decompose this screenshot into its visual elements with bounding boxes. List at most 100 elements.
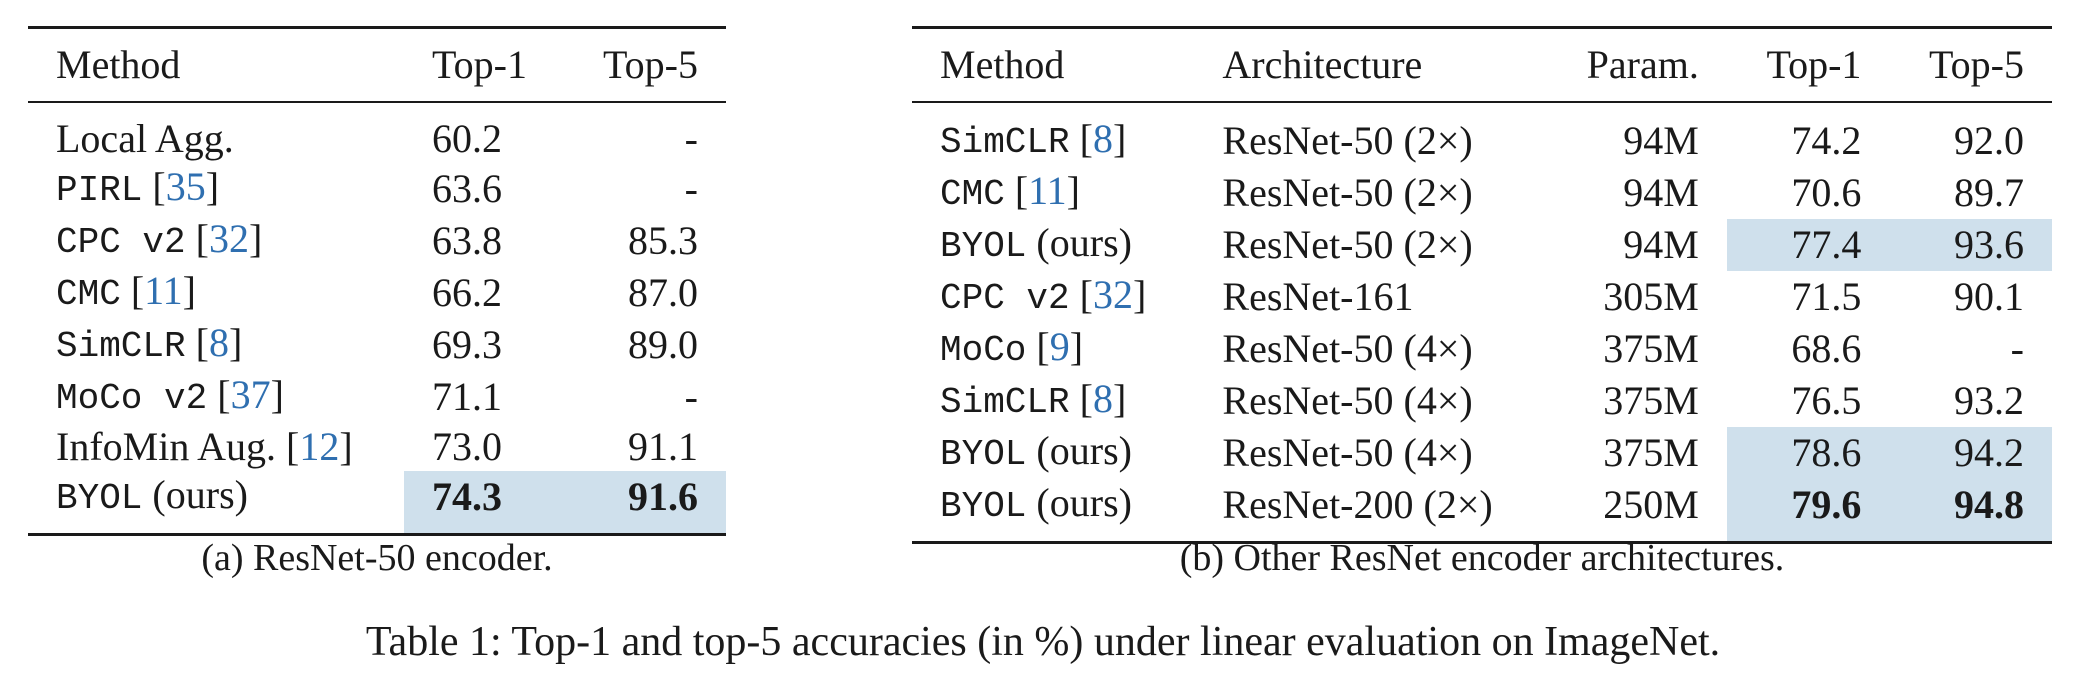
param-cell: 375M xyxy=(1603,377,1699,423)
top1-cell: 73.0 xyxy=(432,423,503,469)
architecture-cell: ResNet-50 (2×) xyxy=(1222,117,1473,163)
top1-cell: 63.6 xyxy=(432,165,503,211)
top5-cell: 89.7 xyxy=(1954,169,2024,215)
architecture-cell: ResNet-50 (4×) xyxy=(1222,429,1473,475)
architecture-cell: ResNet-50 (2×) xyxy=(1222,169,1473,215)
citation-link[interactable]: 35 xyxy=(165,163,206,209)
architecture-cell: ResNet-50 (4×) xyxy=(1222,377,1473,423)
subcaption-a: (a) ResNet-50 encoder. xyxy=(201,537,553,579)
method-cell: CMC [11] xyxy=(56,267,196,315)
top5-cell: 85.3 xyxy=(628,217,698,263)
param-cell: 94M xyxy=(1623,117,1699,163)
top1-cell: 71.1 xyxy=(432,373,503,419)
method-name: SimCLR xyxy=(940,381,1070,423)
architecture-cell: ResNet-200 (2×) xyxy=(1222,481,1493,527)
method-name: SimCLR xyxy=(940,121,1070,163)
param-cell: 375M xyxy=(1603,325,1699,371)
results-table-b: Method Architecture Param. Top-1 Top-5 S… xyxy=(912,26,2052,544)
table-b-body: SimCLR [8] ResNet-50 (2×) 94M 74.2 92.0 CMC [… xyxy=(912,102,2052,543)
header-param: Param. xyxy=(1586,41,1699,87)
top5-cell: 94.2 xyxy=(1889,426,2052,479)
header-top5: Top-5 xyxy=(1929,41,2024,87)
table-row: CMC [11] 66.2 87.0 xyxy=(28,267,726,319)
top1-cell: 69.3 xyxy=(432,321,503,367)
method-cell: SimCLR [8] xyxy=(940,115,1127,163)
method-cell: MoCo v2 [37] xyxy=(56,371,284,419)
param-cell: 305M xyxy=(1603,273,1699,319)
top1-cell: 70.6 xyxy=(1791,169,1862,215)
architecture-cell: ResNet-50 (4×) xyxy=(1222,325,1473,371)
method-cell: BYOL (ours) xyxy=(912,479,1194,543)
table-row: InfoMin Aug. [12] 73.0 91.1 xyxy=(28,423,726,471)
top1-cell: 79.6 xyxy=(1726,478,1890,542)
citation-link[interactable]: 11 xyxy=(1028,167,1067,213)
table-row: Local Agg. 60.2 - xyxy=(28,102,726,163)
citation-link[interactable]: 37 xyxy=(230,371,271,417)
method-name: CMC xyxy=(940,173,1005,215)
top1-cell: 74.2 xyxy=(1791,117,1862,163)
header-method: Method xyxy=(940,41,1065,87)
citation-link[interactable]: 8 xyxy=(1092,375,1113,421)
table-row: MoCo v2 [37] 71.1 - xyxy=(28,371,726,423)
table-other-architectures: Method Architecture Param. Top-1 Top-5 S… xyxy=(912,26,2052,544)
top1-cell: 77.4 xyxy=(1726,218,1890,271)
table-caption: Table 1: Top-1 and top-5 accuracies (in … xyxy=(365,619,1721,665)
header-top1: Top-1 xyxy=(1766,41,1862,87)
citation-link[interactable]: 32 xyxy=(1092,271,1133,317)
citation-link[interactable]: 8 xyxy=(1092,115,1113,161)
method-name: CPC v2 xyxy=(56,221,186,263)
param-cell: 250M xyxy=(1603,481,1699,527)
method-cell: InfoMin Aug. [12] xyxy=(56,423,353,469)
top5-cell: 91.1 xyxy=(628,423,698,469)
table-row: PIRL [35] 63.6 - xyxy=(28,163,726,215)
method-cell: CPC v2 [32] xyxy=(940,271,1147,319)
table-row: BYOL (ours) ResNet-50 (2×) 94M 77.4 93.6 xyxy=(912,218,2052,271)
header-row: Method Architecture Param. Top-1 Top-5 xyxy=(912,28,2052,102)
top5-cell: 93.2 xyxy=(1954,377,2024,423)
top5-cell: - xyxy=(684,373,698,419)
method-name: BYOL xyxy=(940,433,1027,475)
citation-link[interactable]: 32 xyxy=(208,215,249,261)
method-cell: BYOL (ours) xyxy=(912,427,1194,479)
method-cell: PIRL [35] xyxy=(56,163,220,211)
method-suffix: (ours) xyxy=(1036,427,1132,473)
method-cell: Local Agg. xyxy=(28,102,404,163)
method-cell: SimCLR [8] xyxy=(940,375,1127,423)
citation-link[interactable]: 11 xyxy=(144,267,183,313)
method-suffix: (ours) xyxy=(1036,479,1132,525)
method-name: BYOL xyxy=(56,477,143,519)
method-name: CMC xyxy=(56,273,121,315)
top5-cell: 91.6 xyxy=(565,470,726,534)
method-suffix: (ours) xyxy=(1036,219,1132,265)
top5-cell: 92.0 xyxy=(1954,117,2024,163)
method-cell: BYOL (ours) xyxy=(28,471,404,535)
param-cell: 375M xyxy=(1603,429,1699,475)
method-name: BYOL xyxy=(940,225,1027,267)
table-row: SimCLR [8] 69.3 89.0 xyxy=(28,319,726,371)
param-cell: 94M xyxy=(1623,169,1699,215)
method-cell: CMC [11] xyxy=(940,167,1080,215)
table-row: BYOL (ours) ResNet-200 (2×) 250M 79.6 94.8 xyxy=(912,478,2052,543)
top5-cell: 94.8 xyxy=(1889,478,2052,542)
architecture-cell: ResNet-50 (2×) xyxy=(1222,221,1473,267)
table-row: CMC [11] ResNet-50 (2×) 94M 70.6 89.7 xyxy=(912,167,2052,219)
top5-cell: - xyxy=(684,165,698,211)
table-row: BYOL (ours) ResNet-50 (4×) 375M 78.6 94.2 xyxy=(912,426,2052,479)
table-row: MoCo [9] ResNet-50 (4×) 375M 68.6 - xyxy=(912,323,2052,375)
method-cell: MoCo [9] xyxy=(940,323,1084,371)
param-cell: 94M xyxy=(1623,221,1699,267)
top5-cell: 87.0 xyxy=(628,269,698,315)
method-name: BYOL xyxy=(940,485,1027,527)
table-row: CPC v2 [32] ResNet-161 305M 71.5 90.1 xyxy=(912,271,2052,323)
subcaption-b: (b) Other ResNet encoder architectures. xyxy=(1179,537,1785,579)
top5-cell: 93.6 xyxy=(1889,218,2052,271)
method-name: PIRL xyxy=(56,169,143,211)
top1-cell: 68.6 xyxy=(1791,325,1862,371)
citation-link[interactable]: 12 xyxy=(299,423,340,469)
table-row: CPC v2 [32] 63.8 85.3 xyxy=(28,215,726,267)
method-name: MoCo v2 xyxy=(56,377,208,419)
top1-cell: 78.6 xyxy=(1726,426,1890,479)
method-name: InfoMin Aug. xyxy=(56,423,276,469)
citation-link[interactable]: 8 xyxy=(208,319,229,365)
citation-link[interactable]: 9 xyxy=(1049,323,1070,369)
